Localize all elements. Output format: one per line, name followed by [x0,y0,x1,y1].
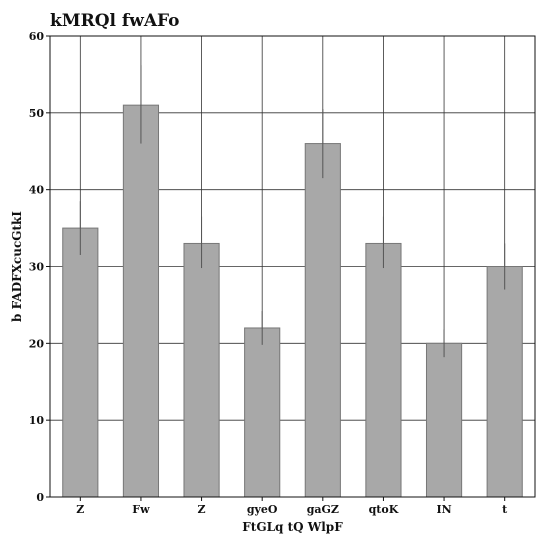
bar [183,242,220,498]
y-tick-label: 50 [29,107,45,120]
y-tick-label: 20 [29,337,45,350]
x-tick-label: gyeO [247,503,278,516]
y-tick-label: 30 [29,261,45,274]
y-axis-ticks: 0 10 20 30 40 50 60 [29,30,50,504]
x-tick-label: Fw [132,503,150,516]
y-tick-label: 0 [36,491,44,504]
x-tick-label: IN [436,503,451,516]
grid-lines [50,35,535,498]
bar [62,227,99,498]
bar [365,242,402,498]
bar [486,266,523,498]
y-axis-label: b FADFXcucGtkI [10,211,24,322]
x-tick-label: qtoK [369,503,399,516]
y-tick-label: 10 [29,414,45,427]
x-tick-label: t [502,503,508,516]
bar [122,104,160,498]
chart-title: kMRQl fwAFo [50,11,180,31]
bar [244,327,281,498]
y-tick-label: 60 [29,30,45,43]
x-tick-label: Z [76,503,84,516]
bar [425,342,463,498]
error-bars [79,65,506,358]
bar [304,143,341,498]
x-tick-label: gaGZ [307,503,339,516]
bar-series [62,104,523,498]
y-tick-label: 40 [29,184,45,197]
x-tick-label: Z [198,503,206,516]
x-axis-label: FtGLq tQ WlpF [242,520,343,534]
